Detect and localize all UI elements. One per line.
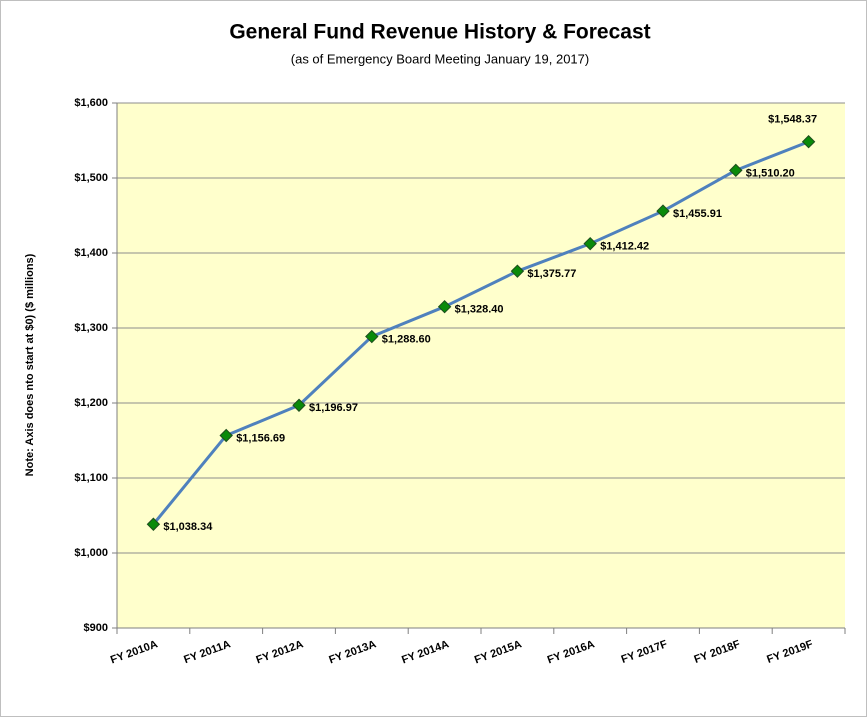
data-label: $1,375.77 [527,268,576,280]
plot-area [117,103,845,628]
data-label: $1,156.69 [236,432,285,444]
data-point [146,517,161,531]
data-label: $1,196.97 [309,402,358,414]
y-tick-label: $1,000 [74,547,108,559]
data-point [729,163,743,178]
data-label: $1,510.20 [746,167,795,179]
y-tick-label: $1,400 [74,247,108,259]
data-point [437,299,452,314]
data-point [219,428,233,443]
data-point [365,329,379,344]
data-label: $1,288.60 [382,333,431,345]
series-line [152,140,810,526]
chart-title: General Fund Revenue History & Forecast [229,21,650,44]
data-point [801,135,816,149]
y-tick-label: $1,600 [74,97,108,109]
data-label: $1,038.34 [163,521,213,533]
data-label: $1,548.37 [768,114,817,126]
data-point [510,264,525,278]
data-point [292,398,306,412]
y-tick-label: $1,500 [74,172,108,184]
data-label: $1,328.40 [455,304,504,316]
y-tick-label: $900 [84,622,108,634]
chart-subtitle: (as of Emergency Board Meeting January 1… [291,51,589,66]
data-point [656,204,670,218]
data-point [583,236,597,251]
y-tick-label: $1,200 [74,397,108,409]
data-label: $1,412.42 [600,241,649,253]
y-axis-title: Note: Axis does nto start at $0) ($ mill… [24,253,36,476]
data-label: $1,455.91 [673,208,722,220]
y-tick-label: $1,100 [74,472,108,484]
y-tick-label: $1,300 [74,322,108,334]
